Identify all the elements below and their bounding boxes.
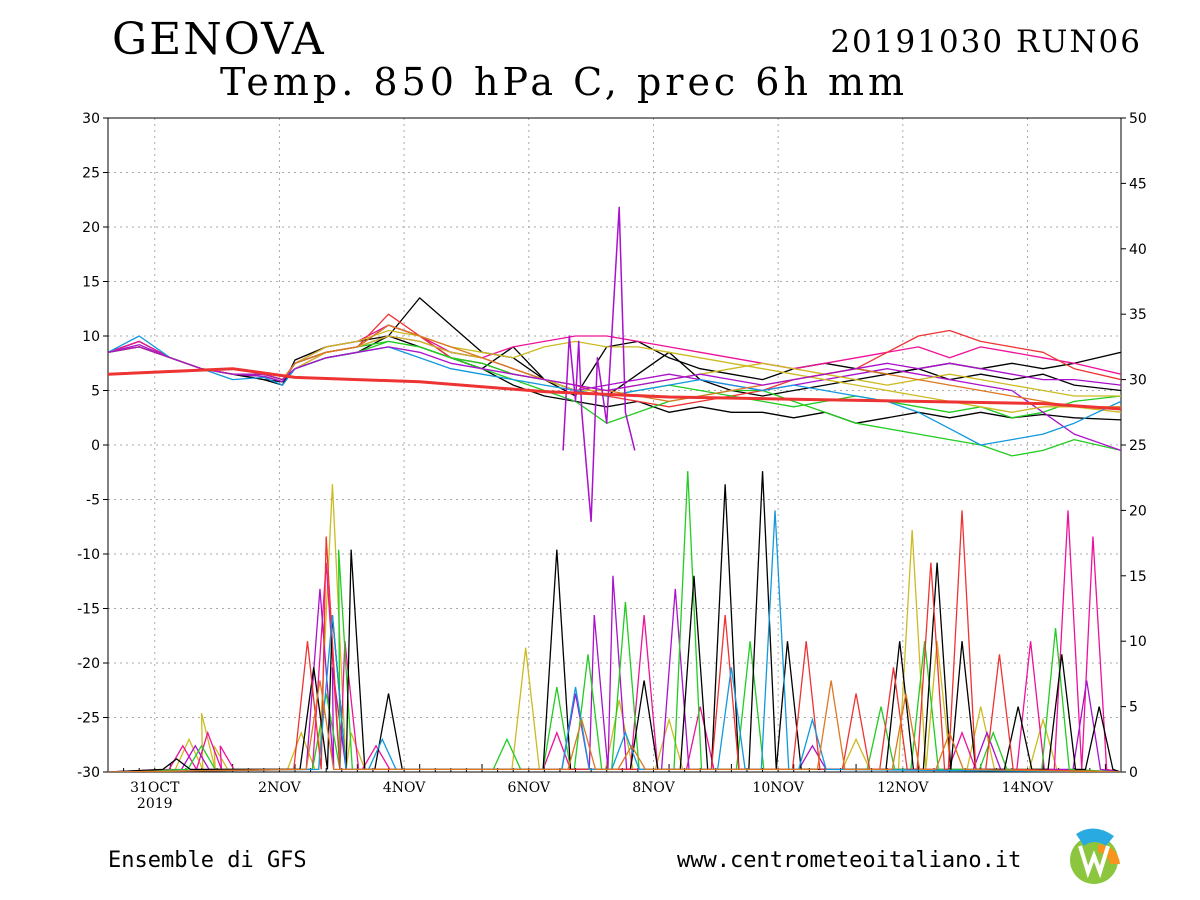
website-label[interactable]: www.centrometeoitaliano.it — [677, 848, 1022, 873]
y-right-tick-label: 15 — [1129, 569, 1147, 585]
precip-series-line — [108, 471, 1121, 772]
y-left-tick-label: 25 — [82, 166, 100, 182]
y-left-tick-label: -20 — [77, 656, 100, 672]
y-left-tick-label: 0 — [91, 438, 100, 454]
chart-title: Temp. 850 hPa C, prec 6h mm — [220, 60, 909, 104]
run-label: 20191030 RUN06 — [830, 24, 1142, 60]
precip-series-line — [108, 575, 1121, 772]
x-tick-label: 12NOV — [877, 780, 929, 796]
x-tick-label: 8NOV — [632, 780, 675, 796]
y-left-tick-label: 20 — [82, 220, 100, 236]
y-left-tick-label: -10 — [77, 547, 100, 563]
plot-area — [108, 206, 1121, 772]
x-tick-sublabel: 2019 — [137, 796, 173, 812]
ensemble-chart: 302520151050-5-10-15-20-25-3050454035302… — [77, 111, 1147, 812]
temperature-member-line — [108, 313, 1121, 408]
x-tick-label: 14NOV — [1002, 780, 1054, 796]
temperature-spike-line — [562, 206, 636, 523]
y-right-tick-label: 5 — [1129, 700, 1138, 716]
precip-series-line — [108, 510, 1121, 772]
x-tick-label: 2NOV — [258, 780, 301, 796]
x-tick-label: 10NOV — [752, 780, 804, 796]
precip-series-line — [108, 680, 1121, 772]
x-tick-label: 31OCT — [130, 780, 180, 796]
y-right-tick-label: 20 — [1129, 503, 1147, 519]
y-left-tick-label: -25 — [77, 711, 100, 727]
temperature-member-line — [108, 335, 1121, 397]
y-right-tick-label: 50 — [1129, 111, 1147, 127]
y-right-tick-label: 0 — [1129, 765, 1138, 781]
temperature-member-line — [108, 340, 1121, 419]
y-left-tick-label: -15 — [77, 602, 100, 618]
x-tick-label: 6NOV — [508, 780, 551, 796]
y-left-tick-label: -30 — [77, 765, 100, 781]
centrometeo-logo-icon — [1070, 828, 1120, 884]
y-left-tick-label: 15 — [82, 275, 100, 291]
temperature-member-line — [108, 346, 1121, 392]
x-tick-label: 4NOV — [383, 780, 426, 796]
climatology-line — [108, 367, 1121, 411]
y-right-tick-label: 30 — [1129, 373, 1147, 389]
y-right-tick-label: 40 — [1129, 242, 1147, 258]
y-left-tick-label: 10 — [82, 329, 100, 345]
location-title: GENOVA — [112, 14, 326, 65]
y-right-tick-label: 10 — [1129, 634, 1147, 650]
y-right-tick-label: 45 — [1129, 176, 1147, 192]
y-right-tick-label: 35 — [1129, 307, 1147, 323]
y-right-tick-label: 25 — [1129, 438, 1147, 454]
ensemble-source-label: Ensemble di GFS — [108, 848, 307, 873]
y-left-tick-label: 30 — [82, 111, 100, 127]
y-left-tick-label: -5 — [86, 493, 100, 509]
y-left-tick-label: 5 — [91, 384, 100, 400]
